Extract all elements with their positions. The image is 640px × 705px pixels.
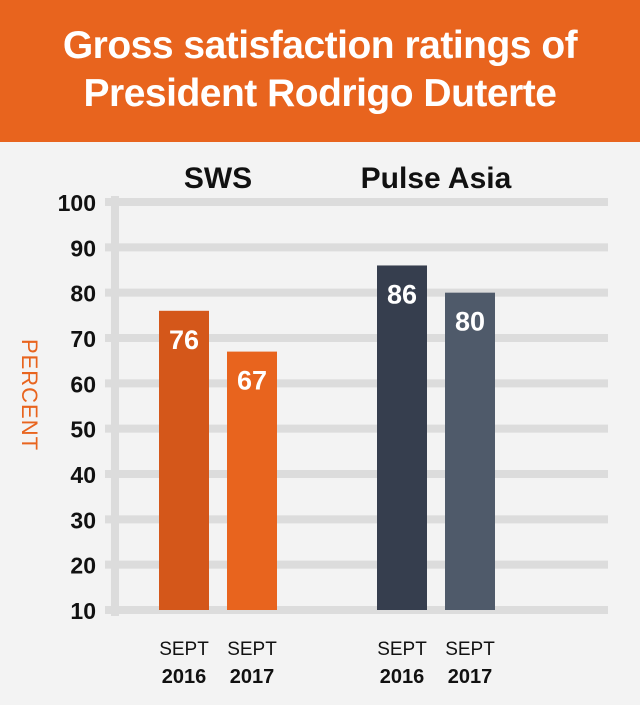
y-tick-label-20: 20 xyxy=(70,553,96,579)
bar-value-label-pulse-asia-2016: 86 xyxy=(387,279,417,309)
x-label-year-pulse-asia-2017: 2017 xyxy=(448,666,493,688)
y-tick-label-100: 100 xyxy=(58,190,96,216)
x-label-year-sws-2017: 2017 xyxy=(230,666,275,688)
y-tick-label-40: 40 xyxy=(70,462,96,488)
bar-value-label-sws-2016: 76 xyxy=(169,325,199,355)
x-label-month-sws-2017: SEPT xyxy=(227,639,277,660)
bar-value-label-pulse-asia-2017: 80 xyxy=(455,307,485,337)
x-label-month-pulse-asia-2016: SEPT xyxy=(377,639,427,660)
y-tick-label-80: 80 xyxy=(70,281,96,307)
bar-value-label-sws-2017: 67 xyxy=(237,366,267,396)
title-banner: Gross satisfaction ratings of President … xyxy=(0,0,640,142)
bar-chart: 10 20 30 40 50 60 70 80 90 100 PERCENT SWS 76 SEPT 201… xyxy=(17,162,608,688)
bar-sws-2017 xyxy=(227,351,277,610)
bar-pulse-asia-2016 xyxy=(377,265,427,610)
y-tick-label-10: 10 xyxy=(70,598,96,624)
x-label-month-pulse-asia-2017: SEPT xyxy=(445,639,495,660)
y-tick-label-30: 30 xyxy=(70,507,96,533)
bar-pulse-asia-2017 xyxy=(445,292,495,610)
y-tick-label-50: 50 xyxy=(70,417,96,443)
x-label-month-sws-2016: SEPT xyxy=(159,639,209,660)
chart-title-line-1: Gross satisfaction ratings of xyxy=(62,24,578,67)
y-tick-label-90: 90 xyxy=(70,235,96,261)
x-label-year-sws-2016: 2016 xyxy=(162,666,207,688)
group-label-pulse-asia: Pulse Asia xyxy=(361,162,512,195)
x-label-year-pulse-asia-2016: 2016 xyxy=(380,666,425,688)
chart-title-line-2: President Rodrigo Duterte xyxy=(83,72,557,115)
y-tick-label-60: 60 xyxy=(70,371,96,397)
group-label-sws: SWS xyxy=(184,162,252,195)
y-axis-label: PERCENT xyxy=(17,339,42,451)
bar-sws-2016 xyxy=(159,310,209,610)
y-tick-label-70: 70 xyxy=(70,326,96,352)
